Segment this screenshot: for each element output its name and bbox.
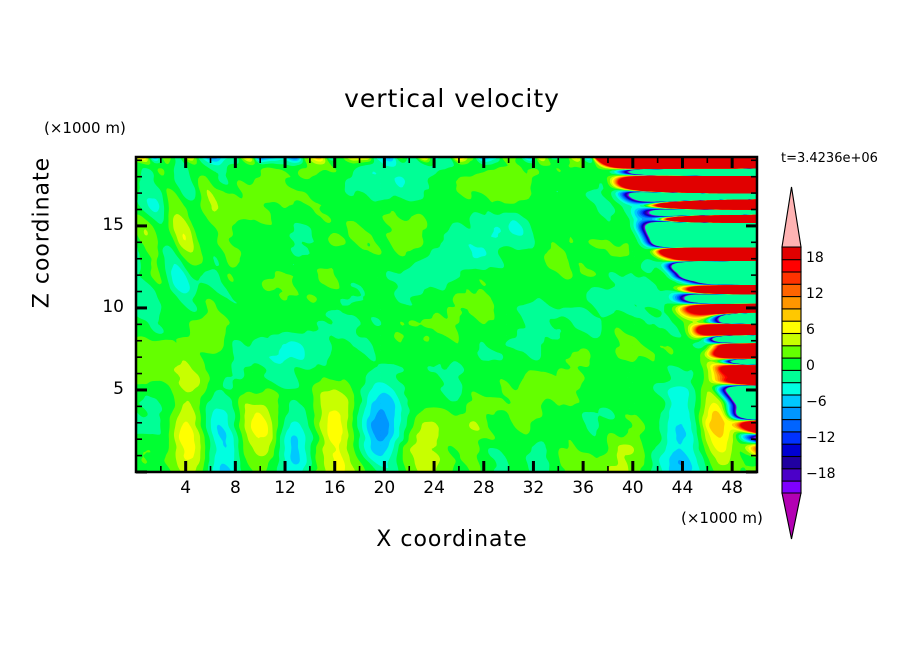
y-axis-tick-label: 10 <box>102 296 124 317</box>
colorbar-tick-label: 0 <box>806 358 815 374</box>
x-axis-tick-label: 12 <box>274 478 296 498</box>
page-title: vertical velocity <box>344 84 560 113</box>
colorbar-tick-label: −18 <box>806 466 836 482</box>
colorbar-tick-label: −12 <box>806 430 836 446</box>
x-axis-tick-label: 4 <box>180 478 192 498</box>
colorbar-tick-label: 18 <box>806 250 824 266</box>
colorbar-tick-label: −6 <box>806 394 827 410</box>
x-axis-tick-label: 40 <box>621 478 644 498</box>
colorbar <box>781 186 802 540</box>
x-axis-tick-label: 44 <box>671 478 694 498</box>
x-axis-tick-label: 32 <box>522 478 545 498</box>
contour-field <box>136 157 757 472</box>
x-axis-tick-label: 16 <box>323 478 346 498</box>
x-axis-tick-label: 20 <box>373 478 396 498</box>
x-axis-tick-label: 48 <box>721 478 743 498</box>
timestamp-annotation: t=3.4236e+06 <box>781 151 878 166</box>
x-axis-tick-label: 36 <box>572 478 594 498</box>
x-axis-tick-label: 8 <box>229 478 241 498</box>
x-axis-tick-label: 28 <box>472 478 495 498</box>
colorbar-tick-label: 6 <box>806 322 815 338</box>
y-axis-tick-label: 5 <box>113 378 124 399</box>
plot-frame <box>134 155 759 474</box>
x-axis-unit-label: (×1000 m) <box>681 509 763 527</box>
colorbar-bottom-cap <box>781 492 802 540</box>
x-axis-tick-label: 24 <box>423 478 445 498</box>
x-axis-title: X coordinate <box>376 527 528 552</box>
y-axis-tick-label: 15 <box>102 214 124 235</box>
colorbar-top-cap <box>781 186 802 248</box>
y-axis-unit-label: (×1000 m) <box>44 119 126 137</box>
colorbar-tick-label: 12 <box>806 286 824 302</box>
